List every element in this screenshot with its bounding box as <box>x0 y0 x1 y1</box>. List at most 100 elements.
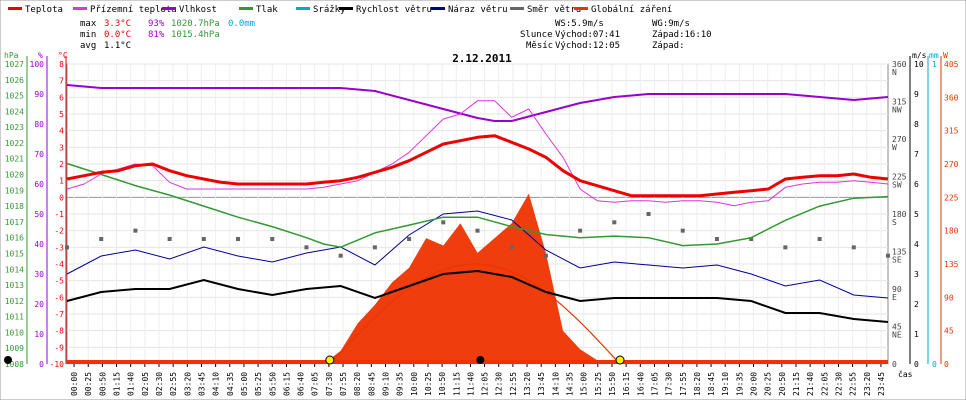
tick-dir-name: S <box>892 218 897 227</box>
tick-dir: 135 <box>892 248 907 257</box>
tick-hpa: 1025 <box>5 92 24 101</box>
stat-max-temp: 3.3°C <box>104 19 131 29</box>
tick-degc: -5 <box>54 277 64 286</box>
legend-swatch <box>339 7 353 10</box>
series-direction-point <box>578 228 583 233</box>
tick-w: 270 <box>944 160 959 169</box>
series-direction-point <box>817 237 822 241</box>
series-direction-point <box>851 245 856 250</box>
stat-max-hum: 93% <box>148 19 165 29</box>
x-tick-label: 07:30 <box>325 372 334 396</box>
x-tick-label: 09:10 <box>381 372 390 396</box>
tick-w: 135 <box>944 260 959 269</box>
x-tick-label: 05:25 <box>254 372 263 396</box>
x-tick-label: 12:05 <box>481 372 490 396</box>
tick-degc: 0 <box>59 193 64 202</box>
series-pressure-line <box>66 162 889 248</box>
x-tick-label: 11:40 <box>466 372 475 396</box>
tick-hpa: 1015 <box>5 249 24 258</box>
series-direction-point <box>714 237 719 241</box>
stat-min-temp: 0.0°C <box>104 30 131 40</box>
x-tick-label: 10:00 <box>410 372 419 396</box>
x-tick-label: 17:55 <box>679 372 688 396</box>
stat-max-rain: 0.0mm <box>228 19 255 29</box>
legend-swatch <box>162 7 176 10</box>
radiation-clear-sky-curve <box>329 263 621 365</box>
x-tick-label: 19:35 <box>735 372 744 396</box>
legend-swatch <box>431 7 445 10</box>
unit-w: W <box>943 51 948 60</box>
tick-ms: 7 <box>914 150 919 159</box>
tick-ms: 5 <box>914 210 919 219</box>
sun-set: Západ:16:10 <box>652 30 712 40</box>
x-tick-label: 19:10 <box>721 372 730 396</box>
tick-w: 315 <box>944 127 959 136</box>
stat-min-press: 1015.4hPa <box>171 30 220 40</box>
axis-units: hPa % °C m/s mm W čas <box>4 51 948 379</box>
series-direction-point <box>749 237 754 241</box>
tick-pct: 40 <box>34 240 44 249</box>
stats-block: max 3.3°C 93% 1020.7hPa 0.0mm min 0.0°C … <box>80 19 712 51</box>
tick-mm: 0 <box>932 360 937 369</box>
series-direction-point <box>407 237 412 241</box>
tick-mm: 1 <box>932 60 937 69</box>
x-tick-label: 02:05 <box>141 372 150 396</box>
tick-dir: 270 <box>892 135 907 144</box>
x-tick-label: 18:20 <box>693 372 702 396</box>
x-tick-label: 02:30 <box>155 372 164 396</box>
tick-degc: 4 <box>59 127 64 136</box>
tick-ms: 4 <box>914 240 919 249</box>
x-tick-label: 00:00 <box>70 372 79 396</box>
tick-pct: 20 <box>34 300 44 309</box>
tick-degc: -4 <box>54 260 64 269</box>
series-direction-point <box>612 220 617 225</box>
tick-ms: 9 <box>914 90 919 99</box>
x-tick-label: 03:20 <box>183 372 192 396</box>
series-ground-temp-line <box>66 100 889 207</box>
legend-label: Směr větru <box>527 5 581 15</box>
series-direction-point <box>201 237 206 241</box>
unit-degc: °C <box>58 51 68 60</box>
tick-ms: 3 <box>914 270 919 279</box>
x-tick-label: 23:20 <box>863 372 872 396</box>
series-direction-point <box>475 228 480 233</box>
tick-pct: 0 <box>39 360 44 369</box>
unit-ms: m/s <box>912 51 927 60</box>
x-tick-label: 16:40 <box>636 372 645 396</box>
x-tick-label: 10:25 <box>424 372 433 396</box>
tick-hpa: 1017 <box>5 218 24 227</box>
tick-hpa: 1024 <box>5 107 24 116</box>
moonrise-marker <box>476 356 485 364</box>
x-tick-label: 01:40 <box>127 372 136 396</box>
stat-max-press: 1020.7hPa <box>171 19 220 29</box>
tick-hpa: 1010 <box>5 328 24 337</box>
x-tick-label: 22:55 <box>849 372 858 396</box>
stat-min-hum: 81% <box>148 30 165 40</box>
tick-ms: 10 <box>914 60 924 69</box>
series-direction-point <box>133 228 138 233</box>
tick-dir-name: SW <box>892 181 902 190</box>
x-tick-label: 20:50 <box>778 372 787 396</box>
stat-avg-label: avg <box>80 41 96 51</box>
x-axis: 00:00 00:25 00:50 01:15 01:40 02:05 02:30 02:55… <box>70 364 886 396</box>
x-tick-label: 00:25 <box>84 372 93 396</box>
tick-dir: 180 <box>892 210 907 219</box>
tick-pct: 10 <box>34 330 44 339</box>
tick-hpa: 1013 <box>5 281 24 290</box>
legend-label: Globální záření <box>591 5 672 15</box>
tick-degc: -10 <box>50 360 65 369</box>
series-humidity-line <box>66 84 889 122</box>
series-direction-point <box>441 220 446 225</box>
legend-swatch <box>296 7 310 10</box>
moon-rise: Východ:12:05 <box>555 41 620 51</box>
series-direction-point <box>304 245 309 250</box>
legend-label: Tlak <box>256 5 278 15</box>
wind-wg: WG:9m/s <box>652 19 690 29</box>
series-direction-point <box>270 237 275 241</box>
tick-dir-name: N <box>892 68 897 77</box>
tick-hpa: 1027 <box>5 60 24 69</box>
tick-ms: 8 <box>914 120 919 129</box>
tick-degc: -9 <box>54 343 64 352</box>
